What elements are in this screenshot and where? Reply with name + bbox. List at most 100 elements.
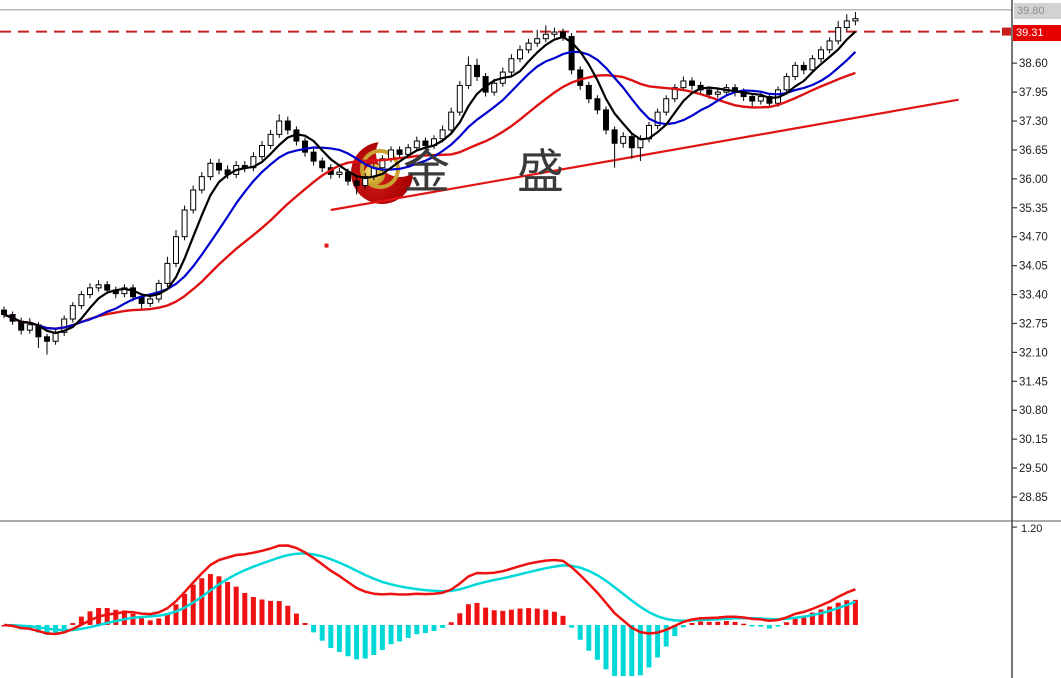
price-tick-label: 35.35 [1019, 203, 1048, 215]
price-tick-label: 36.00 [1019, 174, 1048, 186]
up-candle [551, 31, 558, 35]
up-candle [95, 284, 102, 289]
macd-bar-up [70, 623, 76, 625]
annotation-dot [324, 243, 329, 248]
macd-bar-up [225, 582, 231, 625]
macd-bar-up [268, 600, 274, 625]
macd-bar-down [646, 624, 652, 668]
up-candle [809, 58, 816, 71]
macd-bar-down [577, 624, 583, 640]
macd-bar-up [156, 618, 162, 625]
macd-bar-up [844, 600, 850, 625]
macd-bar-up [302, 622, 308, 625]
up-candle [826, 40, 833, 51]
macd-bar-down [336, 624, 342, 652]
up-candle [714, 91, 721, 95]
macd-bar-up [199, 578, 205, 625]
macd-histogram [1, 574, 858, 676]
up-candle [835, 27, 842, 42]
up-candle [620, 136, 627, 144]
down-candle [800, 64, 807, 71]
macd-bar-down [594, 624, 600, 660]
price-tick-label: 30.15 [1019, 434, 1048, 446]
macd-bar-down [672, 624, 678, 637]
macd-bar-down [371, 624, 377, 656]
up-candle [405, 147, 412, 155]
macd-bar-up [543, 609, 549, 625]
down-candle [766, 96, 773, 104]
up-candle [757, 96, 764, 102]
macd-bar-up [182, 593, 188, 625]
macd-bar-up [87, 611, 93, 625]
price-tick-label: 33.40 [1019, 290, 1048, 302]
ma-fast-line [3, 30, 857, 335]
macd-bar-down [569, 624, 575, 628]
up-candle [792, 64, 799, 78]
up-candle [147, 298, 154, 304]
macd-bar-up [285, 605, 291, 625]
ma-slow-line [3, 71, 856, 330]
down-candle [577, 69, 584, 86]
macd-bar-down [766, 624, 772, 629]
macd-bar-up [560, 615, 566, 625]
macd-bar-down [775, 624, 781, 627]
macd-bar-up [491, 610, 497, 625]
macd-bar-up [698, 621, 704, 625]
macd-bar-up [534, 608, 540, 625]
macd-bar-up [216, 576, 222, 625]
macd-bar-down [758, 624, 764, 627]
macd-bar-down [629, 624, 635, 676]
macd-bar-down [749, 624, 755, 627]
candlesticks [1, 12, 859, 355]
indicator-scale-label: 1.20 [1021, 523, 1043, 535]
macd-bar-up [792, 617, 798, 625]
price-tick-label: 32.75 [1019, 318, 1048, 330]
up-candle [680, 80, 687, 89]
current-price-label: 39.31 [1013, 25, 1061, 41]
price-tick-label: 37.95 [1019, 87, 1048, 99]
macd-bar-up [500, 610, 506, 625]
down-candle [302, 140, 308, 153]
macd-bar-up [121, 610, 127, 625]
down-candle [1, 309, 7, 316]
up-candle [671, 87, 678, 100]
macd-bar-down [328, 624, 334, 648]
macd-bar-up [508, 609, 514, 625]
macd-bar-down [440, 624, 446, 628]
up-candle [388, 149, 394, 160]
macd-bar-down [362, 624, 368, 659]
up-candle [542, 33, 549, 40]
up-candle [852, 18, 859, 22]
macd-bar-down [405, 624, 411, 638]
macd-bar-up [259, 599, 265, 625]
macd-bar-up [104, 608, 110, 625]
macd-bar-up [706, 621, 712, 625]
down-candle [474, 64, 480, 78]
price-axis-ticks: 38.60 37.95 37.30 36.65 36.00 35.35 34.70 34.05… [1012, 58, 1048, 528]
macd-bar-down [612, 624, 618, 676]
up-candle [190, 189, 197, 211]
macd-bar-down [44, 624, 50, 635]
up-candle [181, 209, 188, 238]
macd-bar-up [715, 621, 721, 625]
down-candle [284, 120, 291, 131]
macd-bar-up [818, 609, 824, 625]
macd-bar-down [311, 624, 317, 633]
macd-bar-up [723, 620, 729, 625]
up-candle [379, 158, 386, 169]
macd-bar-up [732, 621, 738, 625]
macd-bar-up [809, 612, 815, 625]
up-candle [654, 111, 661, 126]
watermark-text: 金 盛 [403, 145, 590, 200]
macd-bar-down [586, 624, 592, 651]
macd-bar-up [852, 599, 858, 625]
macd-bar-up [190, 584, 196, 625]
down-candle [603, 109, 609, 131]
price-tick-label: 34.05 [1019, 261, 1048, 273]
up-candle [87, 287, 93, 296]
up-candle [534, 38, 541, 44]
macd-bar-up [448, 622, 454, 625]
down-candle [104, 284, 111, 291]
macd-bar-up [741, 623, 747, 626]
